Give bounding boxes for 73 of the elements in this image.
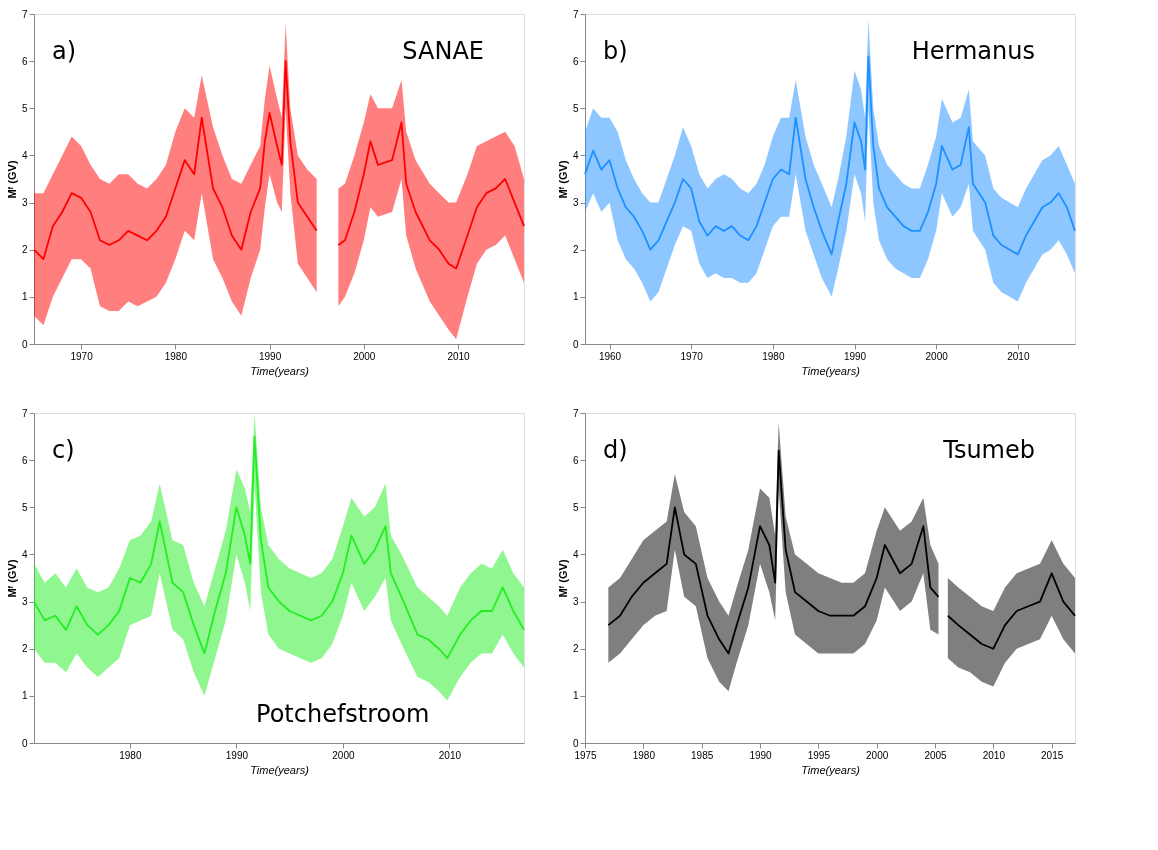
y-tick-label: 7 [21, 8, 28, 20]
y-tick-label: 5 [572, 102, 579, 114]
y-tick-label: 3 [21, 596, 28, 608]
y-axis-title: Mᶠ (GV) [556, 160, 569, 199]
annotation: d) [603, 436, 628, 464]
y-tick-label: 2 [21, 244, 28, 256]
y-tick-label: 7 [21, 407, 28, 419]
y-axis-title: Mᶠ (GV) [556, 559, 569, 598]
y-tick-label: 5 [21, 501, 28, 513]
x-axis-title: Time(years) [801, 364, 861, 377]
x-tick-label: 2010 [982, 749, 1006, 761]
x-tick-label: 1980 [632, 749, 656, 761]
x-axis-title: Time(years) [250, 364, 310, 377]
y-tick-label: 4 [21, 149, 28, 161]
x-tick-label: 2000 [925, 350, 949, 362]
y-tick-label: 0 [21, 737, 28, 749]
y-tick-label: 6 [21, 55, 28, 67]
y-tick-label: 3 [572, 596, 579, 608]
annotation: a) [52, 37, 77, 65]
y-tick-label: 2 [21, 643, 28, 655]
x-tick-label: 1990 [225, 749, 249, 761]
y-tick-label: 7 [572, 8, 579, 20]
y-tick-label: 2 [572, 244, 579, 256]
x-tick-label: 2015 [1041, 749, 1064, 761]
annotation: c) [52, 436, 75, 464]
y-tick-label: 7 [572, 407, 579, 419]
x-tick-label: 1980 [762, 350, 785, 362]
y-tick-label: 4 [572, 149, 579, 161]
x-axis-title: Time(years) [801, 763, 861, 776]
x-tick-label: 2010 [1007, 350, 1030, 362]
y-tick-label: 6 [572, 55, 579, 67]
x-tick-label: 1980 [164, 350, 188, 362]
y-tick-label: 4 [572, 548, 579, 560]
x-tick-label: 2010 [438, 749, 462, 761]
x-tick-label: 1990 [258, 350, 282, 362]
x-tick-label: 1980 [119, 749, 142, 761]
y-tick-label: 6 [21, 454, 28, 466]
y-tick-label: 2 [572, 643, 579, 655]
x-tick-label: 2000 [332, 749, 355, 761]
y-tick-label: 4 [21, 548, 28, 560]
annotation: Hermanus [911, 37, 1035, 65]
x-tick-label: 2005 [924, 749, 948, 761]
annotation: Potchefstroom [256, 700, 430, 728]
y-tick-label: 1 [572, 291, 579, 303]
y-tick-label: 0 [572, 737, 579, 749]
y-tick-label: 1 [21, 291, 28, 303]
x-tick-label: 2010 [447, 350, 471, 362]
x-axis-title: Time(years) [250, 763, 310, 776]
x-tick-label: 1970 [680, 350, 704, 362]
x-tick-label: 1995 [807, 749, 831, 761]
y-tick-label: 5 [21, 102, 28, 114]
y-tick-label: 3 [21, 197, 28, 209]
y-tick-label: 0 [21, 338, 28, 350]
x-tick-label: 2000 [866, 749, 889, 761]
y-axis-title: Mᶠ (GV) [5, 160, 18, 199]
y-tick-label: 6 [572, 454, 579, 466]
x-tick-label: 1990 [749, 749, 773, 761]
x-tick-label: 1985 [691, 749, 714, 761]
x-tick-label: 2000 [353, 350, 376, 362]
x-tick-label: 1960 [598, 350, 622, 362]
y-tick-label: 5 [572, 501, 579, 513]
x-tick-label: 1990 [843, 350, 867, 362]
x-tick-label: 1975 [574, 749, 598, 761]
y-tick-label: 1 [21, 690, 28, 702]
annotation: SANAE [402, 37, 484, 65]
x-tick-label: 1970 [70, 350, 94, 362]
y-tick-label: 3 [572, 197, 579, 209]
y-axis-title: Mᶠ (GV) [5, 559, 18, 598]
y-tick-label: 1 [572, 690, 579, 702]
annotation: Tsumeb [942, 436, 1035, 464]
annotation: b) [603, 37, 628, 65]
line-series [33, 435, 525, 660]
y-tick-label: 0 [572, 338, 579, 350]
